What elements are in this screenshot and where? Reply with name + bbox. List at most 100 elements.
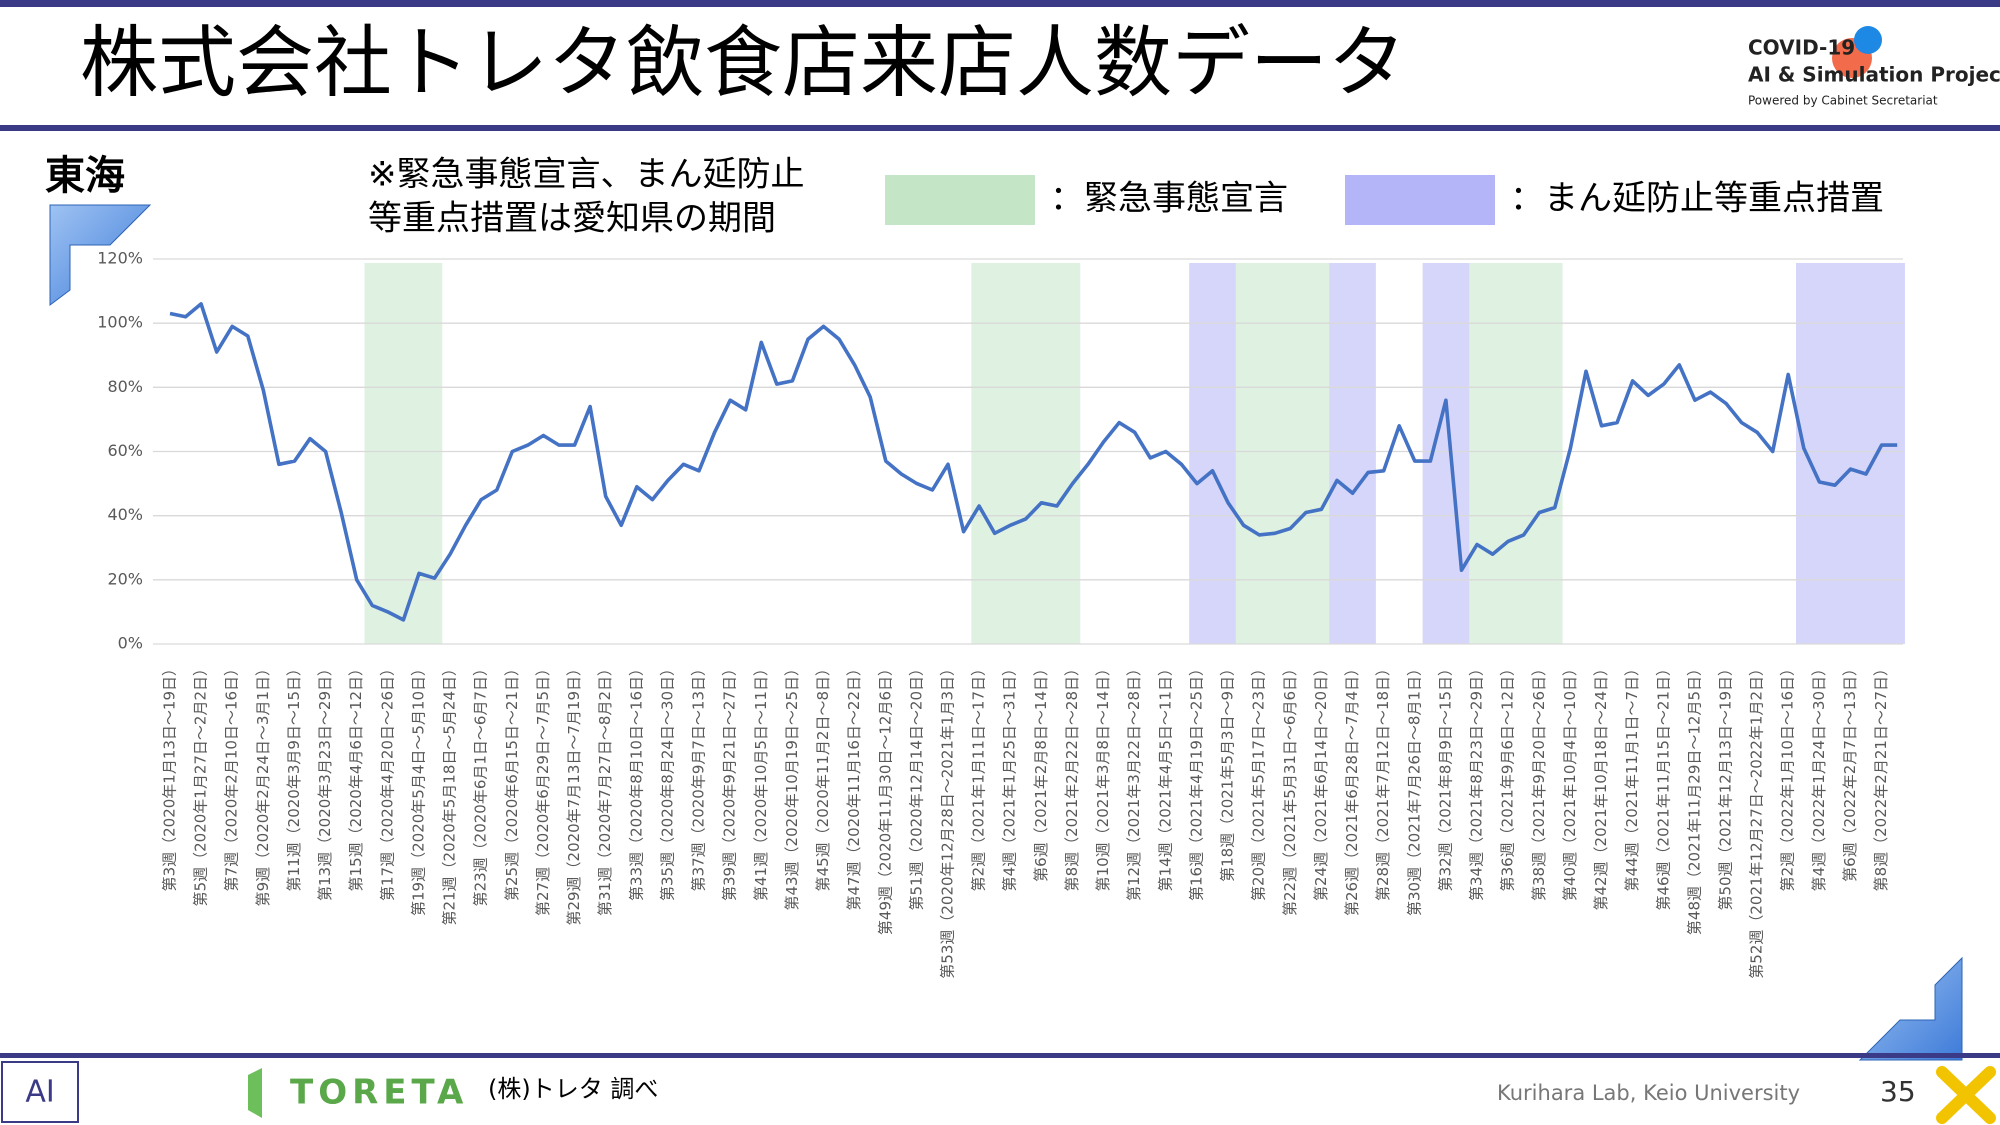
source-logo: TORETA <box>290 1073 468 1113</box>
y-tick-label: 100% <box>97 313 143 332</box>
note-text: 等重点措置は愛知県の期間 <box>368 199 776 239</box>
x-tick-label: 第2週（2022年1月10日～16日） <box>1779 661 1797 891</box>
region-label: 東海 <box>45 153 125 199</box>
x-tick-label: 第25週（2020年6月15日～21日） <box>503 661 521 901</box>
data-line <box>169 302 1898 622</box>
note-text: ※緊急事態宣言、まん延防止 <box>368 155 805 195</box>
period-band <box>364 263 443 644</box>
x-tick-label: 第50週（2021年12月13日～19日） <box>1717 661 1735 911</box>
lab-logo-text: AI <box>25 1075 54 1110</box>
source-logo-mark <box>248 1068 262 1118</box>
x-tick-label: 第22週（2021年5月31日～6月6日） <box>1281 661 1299 916</box>
page-number: 35 <box>1880 1075 1916 1108</box>
logo-dot <box>1854 26 1882 54</box>
period-band <box>1189 263 1236 644</box>
corner-icon <box>1936 1066 1996 1124</box>
x-tick-label: 第49週（2020年11月30日～12月6日） <box>876 661 894 935</box>
x-tick-label: 第27週（2020年6月29日～7月5日） <box>534 661 552 916</box>
legend-label: ：緊急事態宣言 <box>1050 179 1288 219</box>
y-tick-label: 80% <box>107 377 143 396</box>
x-tick-label: 第44週（2021年11月1日～7日） <box>1623 661 1641 891</box>
x-tick-label: 第37週（2020年9月7日～13日） <box>690 661 708 891</box>
x-tick-label: 第36週（2021年9月6日～12日） <box>1499 661 1517 891</box>
y-tick-label: 60% <box>107 441 143 460</box>
x-tick-label: 第32週（2021年8月9日～15日） <box>1436 661 1454 891</box>
period-band <box>1796 263 1905 644</box>
logo-text: COVID-19 <box>1748 36 1855 60</box>
x-tick-label: 第8週（2022年2月21日～27日） <box>1872 661 1890 891</box>
x-tick-label: 第33週（2020年8月10日～16日） <box>627 661 645 901</box>
x-tick-label: 第38週（2021年9月20日～26日） <box>1530 661 1548 901</box>
x-tick-label: 第14週（2021年4月5日～11日） <box>1156 661 1174 891</box>
x-tick-label: 第41週（2020年10月5日～11日） <box>752 661 770 901</box>
x-tick-label: 第46週（2021年11月15日～21日） <box>1654 661 1672 911</box>
logo-text: Powered by Cabinet Secretariat <box>1748 94 1938 108</box>
x-tick-label: 第29週（2020年7月13日～7月19日） <box>565 661 583 926</box>
x-tick-label: 第45週（2020年11月2日～8日） <box>814 661 832 891</box>
x-tick-label: 第10週（2021年3月8日～14日） <box>1094 661 1112 891</box>
y-tick-label: 0% <box>118 634 143 653</box>
x-tick-label: 第35週（2020年8月24日～30日） <box>658 661 676 901</box>
x-tick-label: 第17週（2020年4月20日～26日） <box>378 661 396 901</box>
x-tick-label: 第53週（2020年12月28日～2021年1月3日） <box>939 661 957 979</box>
x-tick-label: 第6週（2021年2月8日～14日） <box>1032 661 1050 882</box>
period-band <box>1235 263 1330 644</box>
header-rule <box>0 125 2000 131</box>
legend-label: ：まん延防止等重点措置 <box>1510 179 1884 219</box>
x-tick-label: 第31週（2020年7月27日～8月2日） <box>596 661 614 916</box>
lab-logo <box>1 1061 79 1123</box>
y-tick-label: 120% <box>97 249 143 268</box>
x-tick-label: 第23週（2020年6月1日～6月7日） <box>472 661 490 906</box>
x-tick-label: 第18週（2021年5月3日～9日） <box>1219 661 1237 882</box>
x-tick-label: 第4週（2022年1月24日～30日） <box>1810 661 1828 891</box>
top-bar <box>0 0 2000 7</box>
x-tick-label: 第52週（2021年12月27日～2022年1月2日） <box>1748 661 1766 979</box>
x-tick-label: 第19週（2020年5月4日～5月10日） <box>409 661 427 916</box>
x-tick-label: 第4週（2021年1月25日～31日） <box>1001 661 1019 891</box>
x-tick-label: 第5週（2020年1月27日～2月2日） <box>192 661 210 906</box>
legend-swatch <box>1345 175 1495 225</box>
x-tick-label: 第39週（2020年9月21日～27日） <box>721 661 739 901</box>
source-text: (株)トレタ 調べ <box>488 1075 658 1103</box>
x-tick-label: 第28週（2021年7月12日～18日） <box>1374 661 1392 901</box>
x-tick-label: 第20週（2021年5月17日～23日） <box>1250 661 1268 901</box>
corner-decoration <box>1858 956 1963 1061</box>
x-tick-label: 第21週（2020年5月18日～5月24日） <box>441 661 459 926</box>
x-tick-label: 第16週（2021年4月19日～25日） <box>1187 661 1205 901</box>
x-tick-label: 第48週（2021年11月29日～12月5日） <box>1685 661 1703 935</box>
x-tick-label: 第8週（2021年2月22日～28日） <box>1063 661 1081 891</box>
slide-title: 株式会社トレタ飲食店来店人数データ <box>80 18 1406 108</box>
y-tick-label: 40% <box>107 505 143 524</box>
corner-decoration <box>49 204 152 306</box>
logo-text: AI & Simulation Project <box>1748 63 2000 87</box>
x-tick-label: 第34週（2021年8月23日～29日） <box>1468 661 1486 901</box>
y-tick-label: 20% <box>107 569 143 588</box>
x-tick-label: 第12週（2021年3月22日～28日） <box>1125 661 1143 901</box>
x-tick-label: 第30週（2021年7月26日～8月1日） <box>1405 661 1423 916</box>
period-band <box>971 263 1081 644</box>
footer-rule <box>0 1053 2000 1058</box>
period-band <box>1469 263 1563 644</box>
period-band <box>1329 263 1376 644</box>
legend-swatch <box>885 175 1035 225</box>
x-tick-label: 第42週（2021年10月18日～24日） <box>1592 661 1610 911</box>
credit-text: Kurihara Lab, Keio University <box>1497 1081 1800 1105</box>
x-tick-label: 第15週（2020年4月6日～12日） <box>347 661 365 891</box>
x-tick-label: 第13週（2020年3月23日～29日） <box>316 661 334 901</box>
x-tick-label: 第43週（2020年10月19日～25日） <box>783 661 801 911</box>
x-tick-label: 第9週（2020年2月24日～3月1日） <box>254 661 272 906</box>
plot-area: 0% 20% 40% 60% 80% 100% 120% 第3週（2020年1月13日～19日… <box>97 249 1905 979</box>
x-tick-label: 第51週（2020年12月14日～20日） <box>907 661 925 911</box>
x-tick-label: 第7週（2020年2月10日～16日） <box>223 661 241 891</box>
x-tick-label: 第3週（2020年1月13日～19日） <box>161 661 179 891</box>
x-tick-label: 第24週（2021年6月14日～20日） <box>1312 661 1330 901</box>
x-tick-label: 第47週（2020年11月16日～22日） <box>845 661 863 911</box>
x-tick-label: 第11週（2020年3月9日～15日） <box>285 661 303 891</box>
x-tick-label: 第6週（2022年2月7日～13日） <box>1841 661 1859 882</box>
x-tick-label: 第40週（2021年10月4日～10日） <box>1561 661 1579 901</box>
x-tick-label: 第26週（2021年6月28日～7月4日） <box>1343 661 1361 916</box>
period-band <box>1422 263 1470 644</box>
x-tick-label: 第2週（2021年1月11日～17日） <box>970 661 988 891</box>
